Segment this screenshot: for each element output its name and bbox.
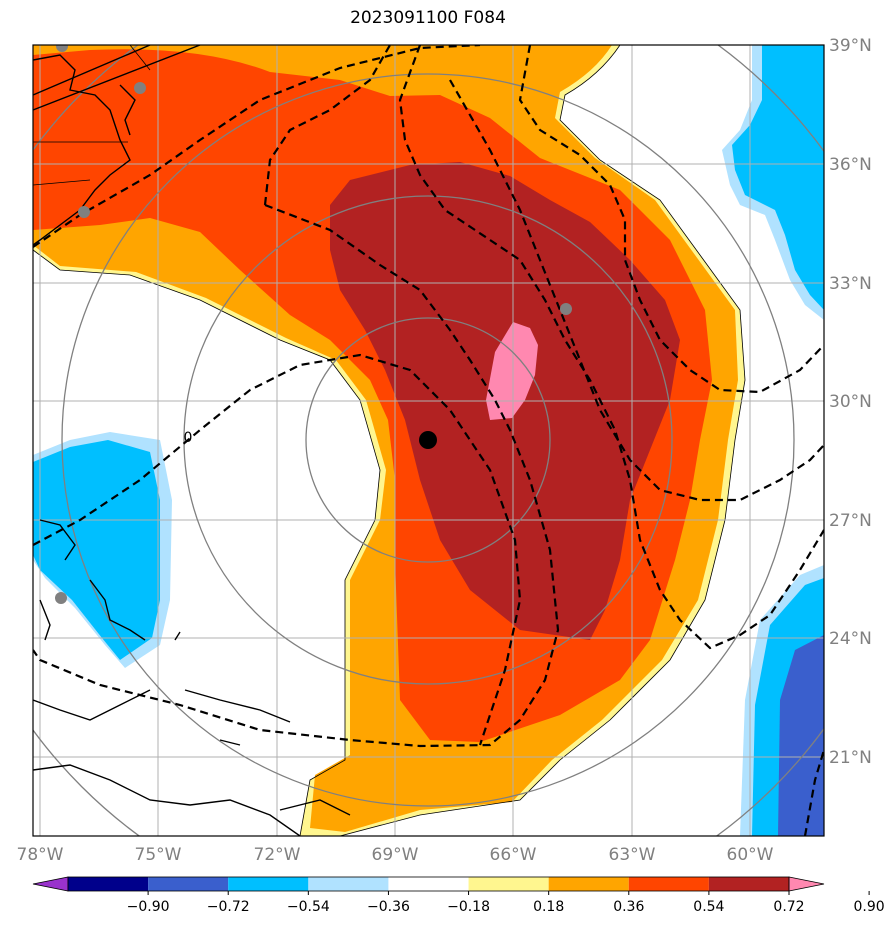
colorbar: −0.90 −0.72 −0.54 −0.36 −0.18 0.18 0.36 0.54 0.7… (32, 876, 885, 915)
colorbar-tick-label: −0.18 (447, 899, 490, 915)
colorbar-segment (228, 877, 309, 891)
colorbar-extend-low (32, 876, 69, 892)
colorbar-segment (388, 877, 469, 891)
colorbar-extend-high (788, 876, 825, 892)
anomaly-fill-neg-0.54-se (778, 635, 824, 836)
colorbar-tick-label: 0.18 (533, 899, 564, 915)
dashed-contours (33, 45, 824, 836)
plot-title: 2023091100 F084 (350, 8, 506, 28)
lat-label: 33°N (829, 274, 872, 294)
lon-label: 63°W (609, 845, 656, 865)
anomaly-fill-neg-0.36-west (33, 440, 160, 660)
lat-label: 39°N (829, 36, 872, 56)
latitude-labels: 39°N 36°N 33°N 30°N 27°N 24°N 21°N (829, 36, 872, 768)
colorbar-tick-label: −0.54 (287, 899, 330, 915)
colorbar-segment (148, 877, 229, 891)
colorbar-segment (68, 877, 149, 891)
colorbar-tick-label: 0.90 (854, 899, 885, 915)
colorbar-tick-label: 0.54 (693, 899, 724, 915)
lon-label: 66°W (490, 845, 537, 865)
colorbar-tick-label: 0.72 (773, 899, 804, 915)
state-borders (33, 45, 151, 186)
city-markers (55, 45, 572, 604)
shading-outline (33, 45, 746, 836)
storm-center-marker (419, 431, 437, 449)
lat-label: 36°N (829, 155, 872, 175)
contour-label-zero: 0 (184, 430, 193, 446)
graticule (33, 45, 824, 836)
anomaly-fill-0.90 (486, 322, 538, 420)
colorbar-segment (708, 877, 789, 891)
longitude-labels: 78°W 75°W 72°W 69°W 66°W 63°W 60°W (17, 845, 774, 865)
lon-label: 78°W (17, 845, 64, 865)
colorbar-segment (628, 877, 709, 891)
lat-label: 24°N (829, 629, 872, 649)
colorbar-tick-label: −0.36 (367, 899, 410, 915)
lon-label: 72°W (254, 845, 301, 865)
colorbar-frame (67, 876, 790, 892)
lat-label: 30°N (829, 392, 872, 412)
lat-label: 27°N (829, 511, 872, 531)
coastlines (33, 45, 351, 836)
lon-label: 60°W (727, 845, 774, 865)
colorbar-segment (468, 877, 549, 891)
map-frame (32, 44, 825, 837)
lon-label: 75°W (135, 845, 182, 865)
colorbar-tick-label: −0.72 (207, 899, 250, 915)
lat-label: 21°N (829, 748, 872, 768)
colorbar-segment (308, 877, 389, 891)
colorbar-tick-label: 0.36 (613, 899, 644, 915)
anomaly-fill-neg-0.36-east (732, 45, 824, 310)
lon-label: 69°W (372, 845, 419, 865)
colorbar-segment (548, 877, 629, 891)
colorbar-tick-label: −0.90 (127, 899, 170, 915)
